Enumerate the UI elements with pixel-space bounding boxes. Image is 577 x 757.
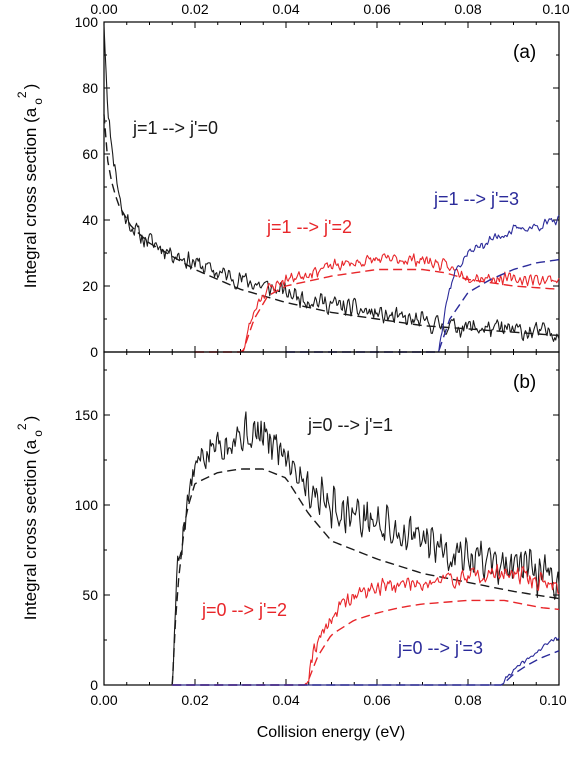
panel-b-y-tick-label-2: 100	[75, 497, 99, 513]
panel-b-series-0-qm-curve	[171, 411, 560, 686]
panel-a-ylabel: Integral cross section (a o2)	[15, 84, 45, 289]
top-tick-label-4: 0.08	[454, 1, 481, 17]
panel-a-annotation-j1-j3: j=1 --> j'=3	[433, 189, 519, 209]
bottom-axis: 0.00 0.02 0.04 0.06 0.08 0.10 Collision …	[90, 692, 566, 741]
panel-b-series-1-qm-curve	[172, 564, 560, 686]
panel-a-ylabel-main: Integral cross section (a	[21, 107, 40, 288]
panel-a-y-tick-label-3: 60	[82, 146, 98, 162]
panel-a-series-1-qm-curve	[195, 253, 560, 353]
top-tick-label-5: 0.10	[542, 1, 569, 17]
panel-a-ticks: 0 20 40 60 80 100	[75, 14, 560, 360]
panel-a-y-tick-label-4: 80	[82, 80, 98, 96]
panel-a-series-1-smooth-curve	[195, 268, 560, 353]
panel-a-y-tick-label-2: 40	[82, 212, 98, 228]
panel-b-annotation-j0-j3: j=0 --> j'=3	[397, 638, 483, 658]
panel-a-ylabel-sup: 2	[15, 91, 29, 98]
panel-b-ylabel-sup: 2	[15, 423, 29, 430]
panel-b-series	[171, 411, 560, 686]
panel-a-ylabel-sub: o	[31, 98, 45, 105]
panel-b-label: (b)	[513, 372, 536, 393]
bottom-tick-label-1: 0.02	[181, 692, 208, 708]
panel-a-series-0-qm-curve	[103, 25, 560, 342]
panel-b-annotation-j0-j1: j=0 --> j'=1	[307, 415, 393, 435]
top-axis: 0.00 0.02 0.04 0.06 0.08 0.10	[90, 1, 569, 17]
panel-a-label: (a)	[513, 42, 536, 63]
panel-b-series-2-smooth-curve	[172, 650, 560, 686]
top-tick-label-3: 0.06	[363, 1, 390, 17]
panel-a-annotation-j1-j2: j=1 --> j'=2	[266, 217, 352, 237]
panel-a-ylabel-close: )	[21, 84, 40, 90]
panel-a-y-tick-label-5: 100	[75, 14, 99, 30]
panel-a-annotation-j1-j0: j=1 --> j'=0	[132, 118, 218, 138]
bottom-tick-label-3: 0.06	[363, 692, 390, 708]
bottom-tick-label-2: 0.04	[272, 692, 299, 708]
panel-b-y-tick-label-3: 150	[75, 407, 99, 423]
top-tick-label-1: 0.02	[181, 1, 208, 17]
top-tick-label-0: 0.00	[90, 1, 117, 17]
panel-a-y-tick-label-1: 20	[82, 278, 98, 294]
panel-b-ylabel: Integral cross section (a o2)	[15, 416, 45, 621]
panel-b-series-2-qm-curve	[172, 636, 560, 686]
panel-b-y-tick-label-1: 50	[82, 587, 98, 603]
panel-b-ylabel-close: )	[21, 416, 40, 422]
panel-a-y-tick-label-0: 0	[90, 344, 98, 360]
panel-b-ticks: 0 50 100 150	[75, 352, 560, 693]
panel-b-ylabel-main: Integral cross section (a	[21, 439, 40, 620]
bottom-tick-label-0: 0.00	[90, 692, 117, 708]
panel-b-y-tick-label-0: 0	[90, 677, 98, 693]
bottom-tick-label-5: 0.10	[539, 692, 566, 708]
panel-b-ylabel-sub: o	[31, 430, 45, 437]
panel-b-annotation-j0-j2: j=0 --> j'=2	[201, 600, 287, 620]
panel-b-series-0-smooth-curve	[171, 468, 560, 686]
panel-a-series-0-smooth-curve	[103, 114, 560, 337]
panel-a: 0 20 40 60 80 100 (a) j=1 --> j'=0 j=1 --> j'…	[15, 14, 560, 360]
bottom-tick-label-4: 0.08	[454, 692, 481, 708]
panel-a-series-2-smooth-curve	[286, 258, 560, 353]
x-axis-label: Collision energy (eV)	[257, 724, 406, 741]
top-tick-label-2: 0.04	[272, 1, 299, 17]
